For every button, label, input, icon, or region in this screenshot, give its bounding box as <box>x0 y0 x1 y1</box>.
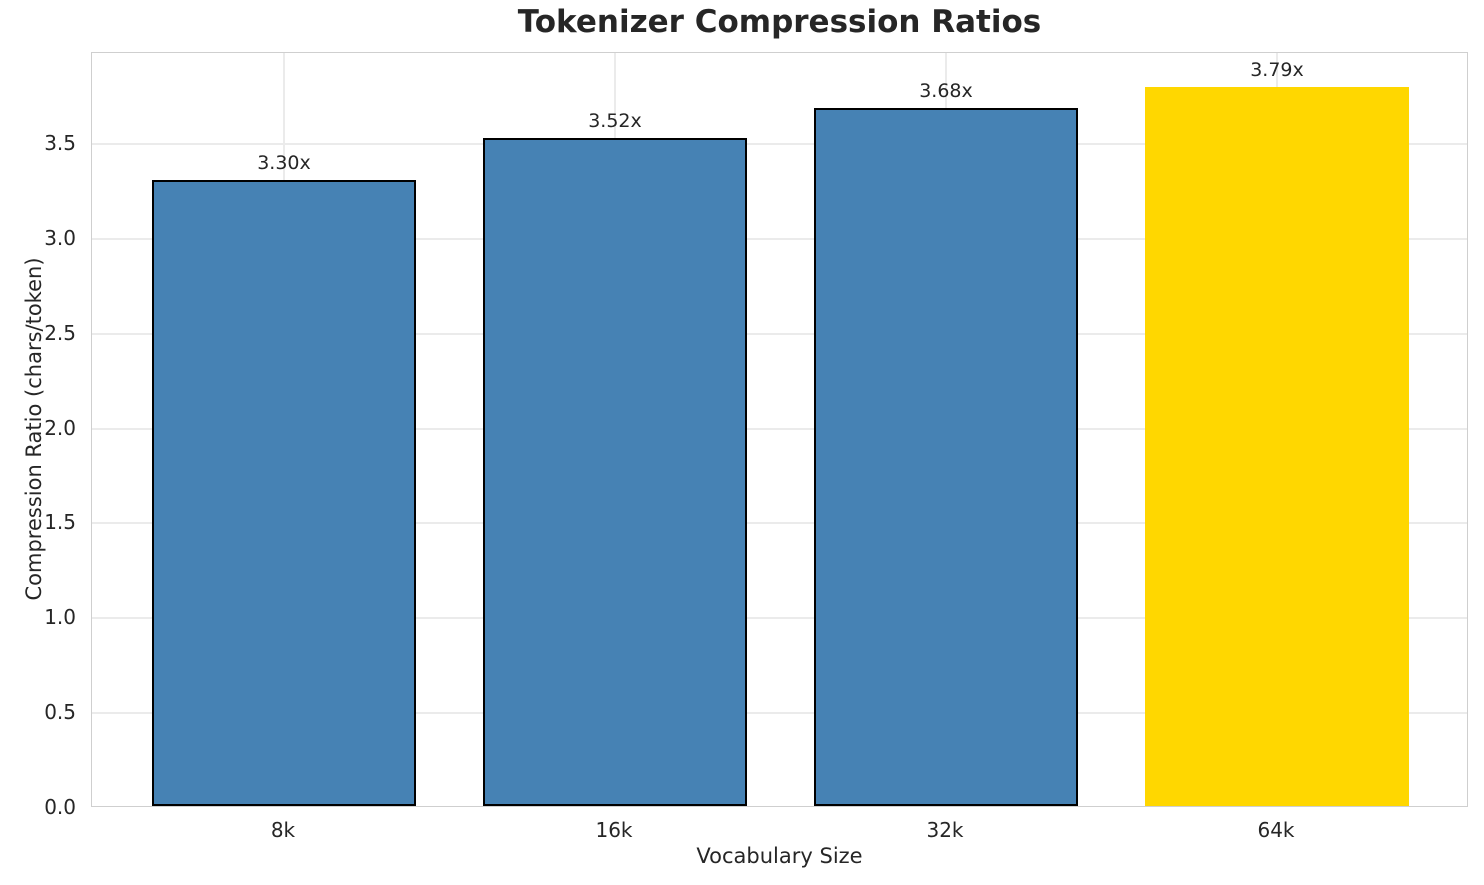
grid-line-h <box>92 332 1467 335</box>
y-tick-label: 1.0 <box>44 605 76 630</box>
bar-value-label: 3.68x <box>919 79 973 102</box>
grid-line-h <box>92 522 1467 525</box>
plot-area: 3.30x 3.52x 3.68x 3.79x <box>91 52 1468 807</box>
bar-value-label: 3.30x <box>257 152 311 174</box>
bar-16k <box>482 138 748 806</box>
grid-line-h <box>92 237 1467 240</box>
y-tick-label: 1.5 <box>44 510 76 535</box>
y-tick-label: 0.0 <box>44 795 76 819</box>
y-tick-label: 2.5 <box>44 320 76 345</box>
y-tick-label: 2.0 <box>44 415 76 440</box>
y-tick-label: 0.5 <box>44 700 76 725</box>
bar-64k <box>1144 87 1410 806</box>
grid-line-h <box>92 143 1467 146</box>
x-tick-label-32k: 32k <box>926 818 964 842</box>
grid-line-h <box>92 427 1467 430</box>
x-tick-label-8k: 8k <box>270 818 296 842</box>
x-tick-label-16k: 16k <box>595 818 633 842</box>
grid-line-h <box>92 712 1467 715</box>
bar-32k <box>813 107 1079 806</box>
x-tick-label-64k: 64k <box>1257 818 1295 842</box>
bar-value-label: 3.52x <box>588 110 642 133</box>
x-axis-label: Vocabulary Size <box>696 844 863 868</box>
y-tick-label: 3.5 <box>44 131 76 156</box>
bar-8k <box>151 180 417 806</box>
y-tick-label: 3.0 <box>44 225 76 250</box>
bar-value-label: 3.79x <box>1250 59 1304 82</box>
chart-title: Tokenizer Compression Ratios <box>517 4 1042 40</box>
grid-line-h <box>92 617 1467 620</box>
